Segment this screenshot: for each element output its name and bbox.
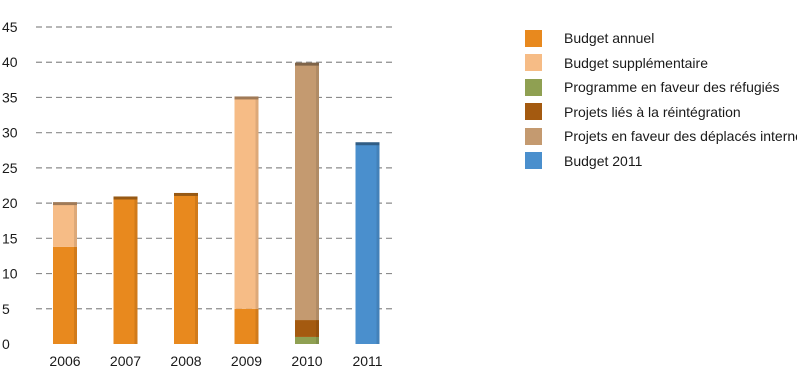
legend-item: Budget 2011 <box>525 149 797 174</box>
bar-segment-edge <box>74 203 77 247</box>
bar-cap <box>355 142 380 146</box>
y-tick-label: 35 <box>2 89 18 105</box>
bar-segment <box>295 320 319 337</box>
y-tick-label: 25 <box>2 160 18 176</box>
legend-label: Budget supplémentaire <box>564 54 708 71</box>
bar-segment-edge <box>316 336 319 344</box>
y-tick-label: 30 <box>2 125 18 141</box>
bar-segment-edge <box>316 63 319 321</box>
bar-cap <box>295 62 319 66</box>
bar-segment-edge <box>255 97 259 309</box>
legend-label: Budget annuel <box>564 30 655 47</box>
legend-item: Projets liés à la réintégration <box>525 100 797 125</box>
bar-segment <box>234 97 259 309</box>
bar-segment <box>234 308 259 344</box>
bar-cap <box>234 96 259 100</box>
bar-cap <box>174 192 198 196</box>
legend: Budget annuel Budget supplémentaire Prog… <box>525 26 797 173</box>
bar-segment <box>174 193 198 344</box>
y-tick-label: 10 <box>2 266 18 282</box>
legend-swatch <box>525 78 542 96</box>
legend-swatch <box>525 54 542 72</box>
legend-item: Programme en faveur des réfugiés <box>525 75 797 100</box>
bar-segment <box>295 336 319 344</box>
bar-cap <box>53 202 77 206</box>
y-tick-label: 45 <box>2 19 18 35</box>
legend-label: Projets en faveur des déplacés internes <box>564 128 797 145</box>
legend-label: Budget 2011 <box>564 152 643 169</box>
bar-segment-edge <box>255 308 259 344</box>
bar-segment-edge <box>74 246 77 344</box>
y-axis-ticks: 0 5 10 15 20 25 30 35 40 45 <box>2 19 18 352</box>
legend-swatch <box>525 103 542 121</box>
legend-swatch <box>525 152 542 170</box>
bar-segment-edge <box>316 320 319 337</box>
legend-item: Budget supplémentaire <box>525 51 797 76</box>
bars <box>53 62 380 344</box>
bar-cap <box>113 196 138 200</box>
x-tick-label: 2008 <box>170 353 201 369</box>
legend-label: Programme en faveur des réfugiés <box>564 79 780 96</box>
bar-segment-edge <box>134 197 138 344</box>
y-tick-label: 5 <box>2 301 10 317</box>
x-tick-label: 2010 <box>291 353 322 369</box>
bar-segment <box>53 203 77 247</box>
x-axis-ticks: 2006 2007 2008 2009 2010 2011 <box>49 353 382 369</box>
bar-segment <box>53 246 77 344</box>
legend-label: Projets liés à la réintégration <box>564 103 741 120</box>
stacked-bar-chart: 0 5 10 15 20 25 30 35 40 45 2006 2007 2008 2009 2010 2… <box>2 19 392 369</box>
y-tick-label: 40 <box>2 54 18 70</box>
bar-segment <box>355 143 380 344</box>
y-tick-label: 20 <box>2 195 18 211</box>
x-tick-label: 2009 <box>231 353 262 369</box>
bar-segment <box>113 197 138 344</box>
bar-segment-edge <box>376 143 380 344</box>
legend-item: Budget annuel <box>525 26 797 51</box>
y-tick-label: 0 <box>2 336 10 352</box>
x-tick-label: 2007 <box>110 353 141 369</box>
y-tick-label: 15 <box>2 230 18 246</box>
legend-swatch <box>525 127 542 145</box>
legend-swatch <box>525 29 542 47</box>
x-tick-label: 2006 <box>49 353 80 369</box>
gridlines <box>36 26 392 310</box>
x-tick-label: 2011 <box>352 353 382 369</box>
bar-segment <box>295 63 319 321</box>
bar-segment-edge <box>195 193 198 344</box>
legend-item: Projets en faveur des déplacés internes <box>525 124 797 149</box>
